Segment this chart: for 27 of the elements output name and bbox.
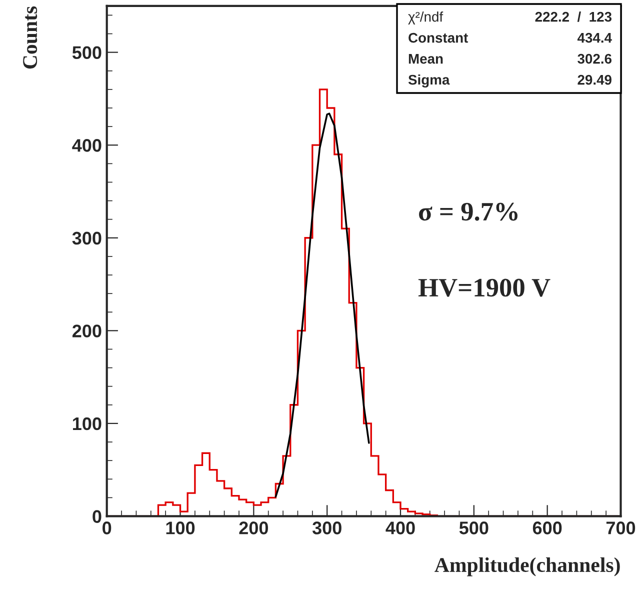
y-tick-label: 400 bbox=[72, 139, 102, 152]
x-tick-label: 700 bbox=[606, 522, 636, 534]
annotation: 29.49 bbox=[578, 74, 612, 85]
annotation: χ²/ndf bbox=[408, 12, 444, 24]
y-tick-label: 300 bbox=[72, 232, 102, 245]
y-tick-label: 100 bbox=[73, 417, 102, 430]
annotation: Mean bbox=[408, 54, 443, 64]
y-tick-label: 0 bbox=[92, 510, 102, 523]
annotation: 222.2 / 123 bbox=[535, 12, 612, 22]
annotation: 302.6 bbox=[578, 54, 612, 64]
x-tick-label: 0 bbox=[102, 522, 112, 534]
y-tick-label: 500 bbox=[72, 46, 102, 60]
x-tick-label: 200 bbox=[239, 522, 268, 534]
y-tick-label: 200 bbox=[72, 324, 102, 338]
annotation: Constant bbox=[408, 32, 468, 43]
annotation: HV=1900 V bbox=[418, 278, 550, 297]
x-tick-label: 100 bbox=[166, 522, 195, 534]
x-tick-label: 300 bbox=[312, 522, 342, 534]
line-series bbox=[274, 112, 370, 498]
x-tick-label: 500 bbox=[459, 522, 488, 534]
x-axis-title: Amplitude(channels) bbox=[434, 557, 620, 576]
annotation: 434.4 bbox=[577, 32, 612, 43]
annotation: σ = 9.7% bbox=[419, 202, 518, 221]
x-tick-label: 400 bbox=[386, 522, 415, 534]
x-tick-label: 600 bbox=[532, 522, 562, 534]
annotation: Sigma bbox=[408, 74, 450, 88]
y-axis-title: Counts bbox=[23, 6, 38, 69]
